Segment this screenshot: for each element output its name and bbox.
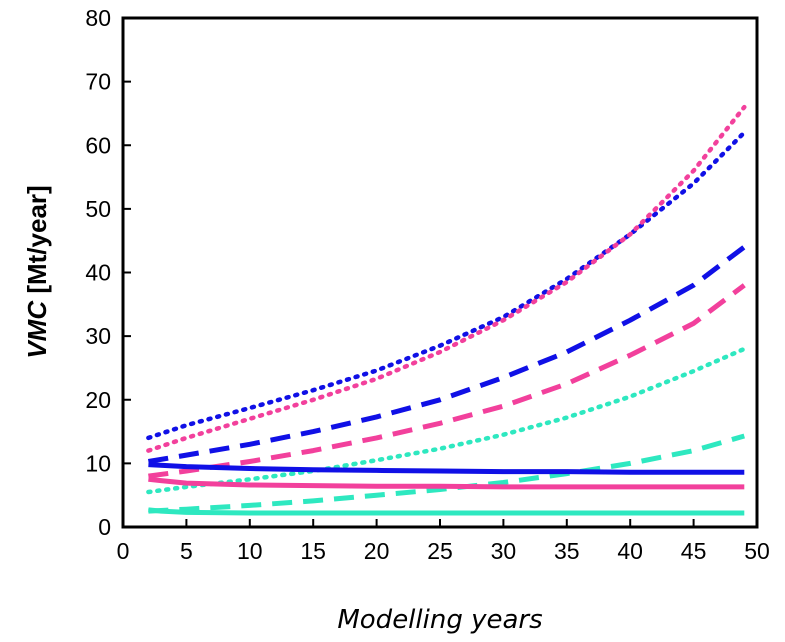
y-axis-ticks: 0 10 20 30 40 50 60 70 80 xyxy=(85,5,131,540)
y-tick-label: 80 xyxy=(85,5,111,31)
series-layer xyxy=(146,104,747,516)
y-tick-label: 40 xyxy=(85,260,111,286)
series-line-dashed xyxy=(147,245,746,464)
x-tick-label: 15 xyxy=(300,538,326,564)
x-tick-label: 50 xyxy=(744,538,770,564)
x-axis-title: Modelling years xyxy=(337,605,542,635)
x-tick-label: 45 xyxy=(681,538,707,564)
y-tick-label: 0 xyxy=(98,514,111,540)
y-tick-label: 30 xyxy=(85,323,111,349)
series-line-solid xyxy=(148,462,745,475)
x-axis-ticks: 0 5 10 15 20 25 30 35 40 45 50 xyxy=(117,519,770,564)
y-axis-title: VMC [Mt/year] xyxy=(22,185,52,358)
y-tick-label: 50 xyxy=(85,196,111,222)
series-line-solid xyxy=(148,507,745,516)
x-tick-label: 5 xyxy=(180,538,193,564)
y-tick-label: 10 xyxy=(85,450,111,476)
x-tick-label: 20 xyxy=(364,538,390,564)
series-line-dotted xyxy=(146,346,747,495)
y-axis-title-unit: [Mt/year] xyxy=(22,185,52,301)
series-line-dashed xyxy=(148,433,745,514)
x-tick-label: 40 xyxy=(617,538,643,564)
series-line-dotted xyxy=(146,130,747,441)
x-tick-label: 35 xyxy=(554,538,580,564)
y-tick-label: 60 xyxy=(85,132,111,158)
y-tick-label: 70 xyxy=(85,69,111,95)
series-line-solid xyxy=(148,476,745,490)
series-line-dotted xyxy=(146,104,747,453)
y-axis-title-italic: VMC xyxy=(22,300,52,359)
x-tick-label: 0 xyxy=(117,538,130,564)
series-line-dashed xyxy=(148,283,746,479)
x-tick-label: 25 xyxy=(427,538,453,564)
x-tick-label: 30 xyxy=(491,538,517,564)
y-tick-label: 20 xyxy=(85,387,111,413)
x-tick-label: 10 xyxy=(237,538,263,564)
